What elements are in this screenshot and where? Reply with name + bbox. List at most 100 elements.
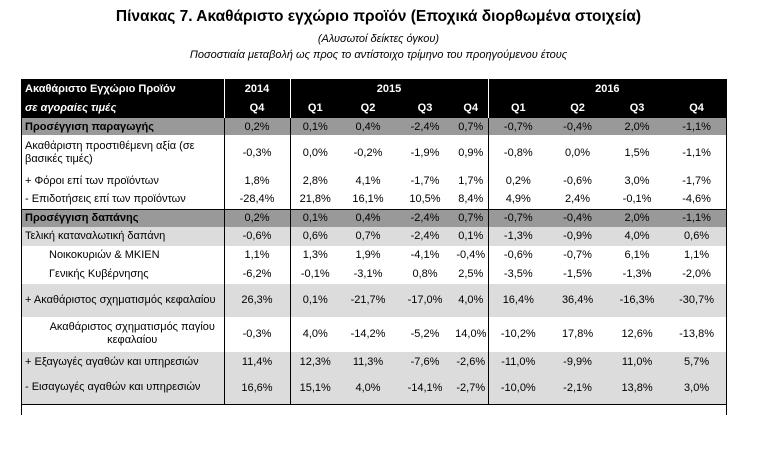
- cell-value: -9,9%: [548, 351, 608, 372]
- row-label: Γενικής Κυβέρνησης: [21, 264, 224, 284]
- table-subtitle-measure: Ποσοστιαία μεταβολή ως προς το αντίστοιχ…: [189, 49, 568, 61]
- table-row: - Εισαγωγές αγαθών και υπηρεσιών 16,6% 1…: [21, 371, 727, 405]
- cell-value: 11,4%: [223, 351, 290, 372]
- cell-value: -1,1%: [667, 117, 727, 135]
- cell-value: -14,2%: [340, 316, 396, 352]
- header-quarter: Q3: [396, 98, 454, 118]
- cell-value: -0,4%: [548, 117, 608, 135]
- cell-value: 0,6%: [289, 226, 340, 246]
- cell-value: -0,7%: [487, 117, 549, 135]
- cell-value: 0,2%: [487, 171, 549, 190]
- gdp-table: Ακαθάριστο Εγχώριο Προϊόν 2014 2015 2016…: [21, 79, 727, 405]
- cell-value: 0,1%: [454, 226, 489, 246]
- cell-value: -3,5%: [487, 264, 549, 284]
- row-label: Νοικοκυριών & ΜΚΙΕΝ: [21, 245, 224, 265]
- table-row: Γενικής Κυβέρνησης -6,2% -0,1% -3,1% 0,8…: [21, 264, 727, 284]
- cell-value: -0,1%: [607, 190, 668, 209]
- cell-value: -0,4%: [548, 208, 608, 227]
- cell-value: -3,1%: [340, 264, 396, 284]
- cell-value: -13,8%: [667, 316, 727, 352]
- table-row: Νοικοκυριών & ΜΚΙΕΝ 1,1% 1,3% 1,9% -4,1%…: [21, 245, 727, 265]
- cell-value: 4,1%: [340, 171, 396, 190]
- header-year-2015: 2015: [289, 79, 489, 98]
- cell-value: 13,8%: [607, 371, 668, 405]
- header-year-2014: 2014: [223, 79, 290, 98]
- cell-value: 0,1%: [289, 208, 340, 227]
- cell-value: 10,5%: [396, 190, 454, 209]
- cell-value: 17,8%: [548, 316, 608, 352]
- cell-value: -10,2%: [487, 316, 549, 352]
- header-quarter: Q2: [340, 98, 396, 118]
- header-label-gdp: Ακαθάριστο Εγχώριο Προϊόν: [21, 79, 224, 98]
- cell-value: -1,7%: [667, 171, 727, 190]
- cell-value: -1,1%: [667, 135, 727, 171]
- cell-value: -4,6%: [667, 190, 727, 209]
- cell-value: 16,1%: [340, 190, 396, 209]
- table-row: Ακαθάριστος σχηματισμός παγίου κεφαλαίου…: [21, 316, 727, 352]
- cell-value: -0,6%: [548, 171, 608, 190]
- cell-value: -0,7%: [487, 208, 549, 227]
- cell-value: -0,6%: [223, 226, 290, 246]
- row-label: Προσέγγιση παραγωγής: [21, 117, 224, 135]
- cell-value: -28,4%: [223, 190, 290, 209]
- table-title: Πίνακας 7. Ακαθάριστο εγχώριο προϊόν (Επ…: [115, 8, 642, 25]
- table-row: Τελική καταναλωτική δαπάνη -0,6% 0,6% 0,…: [21, 226, 727, 246]
- cell-value: -1,9%: [396, 135, 454, 171]
- cell-value: 3,0%: [667, 371, 727, 405]
- header-year-2016: 2016: [487, 79, 727, 98]
- cell-value: 0,7%: [340, 226, 396, 246]
- row-label: Τελική καταναλωτική δαπάνη: [21, 226, 224, 246]
- header-quarter: Q4: [667, 98, 727, 118]
- cell-value: -0,3%: [223, 316, 290, 352]
- table-row: + Φόροι επί των προϊόντων 1,8% 2,8% 4,1%…: [21, 171, 727, 190]
- cell-value: 11,0%: [607, 351, 668, 372]
- cell-value: -2,4%: [396, 208, 454, 227]
- cell-value: 2,0%: [607, 117, 668, 135]
- cell-value: -0,3%: [223, 135, 290, 171]
- row-label: Ακαθάριστος σχηματισμός παγίου κεφαλαίου: [21, 316, 224, 352]
- cell-value: 36,4%: [548, 283, 608, 317]
- row-label: - Επιδοτήσεις επί των προϊόντων: [21, 190, 224, 209]
- cell-value: -7,6%: [396, 351, 454, 372]
- cell-value: 4,0%: [289, 316, 340, 352]
- cell-value: 2,4%: [548, 190, 608, 209]
- row-label: Προσέγγιση δαπάνης: [21, 208, 224, 227]
- cell-value: 4,0%: [454, 283, 489, 317]
- cell-value: -2,4%: [396, 226, 454, 246]
- cell-value: -1,1%: [667, 208, 727, 227]
- cell-value: 0,4%: [340, 117, 396, 135]
- header-label-market-prices: σε αγοραίες τιμές: [21, 98, 224, 118]
- cell-value: 21,8%: [289, 190, 340, 209]
- header-quarter: Q3: [607, 98, 668, 118]
- cell-value: -14,1%: [396, 371, 454, 405]
- row-label: - Εισαγωγές αγαθών και υπηρεσιών: [21, 371, 224, 405]
- header-row-years: Ακαθάριστο Εγχώριο Προϊόν 2014 2015 2016: [21, 79, 727, 98]
- cell-value: -2,7%: [454, 371, 489, 405]
- cell-value: 1,7%: [454, 171, 489, 190]
- cell-value: -0,1%: [289, 264, 340, 284]
- table-row: + Ακαθάριστος σχηματισμός κεφαλαίου 26,3…: [21, 283, 727, 317]
- cell-value: 3,0%: [607, 171, 668, 190]
- row-label: + Εξαγωγές αγαθών και υπηρεσιών: [21, 351, 224, 372]
- cell-value: 0,0%: [548, 135, 608, 171]
- cell-value: 1,5%: [607, 135, 668, 171]
- cell-value: -0,9%: [548, 226, 608, 246]
- cell-value: 5,7%: [667, 351, 727, 372]
- table-row: Προσέγγιση δαπάνης 0,2% 0,1% 0,4% -2,4% …: [21, 208, 727, 227]
- cell-value: 1,1%: [667, 245, 727, 265]
- cell-value: 0,6%: [667, 226, 727, 246]
- table-row: Προσέγγιση παραγωγής 0,2% 0,1% 0,4% -2,4…: [21, 117, 727, 135]
- cell-value: 16,4%: [487, 283, 549, 317]
- cell-value: -1,7%: [396, 171, 454, 190]
- cell-value: 4,0%: [340, 371, 396, 405]
- cell-value: -21,7%: [340, 283, 396, 317]
- cell-value: 1,9%: [340, 245, 396, 265]
- cell-value: 1,3%: [289, 245, 340, 265]
- cell-value: 6,1%: [607, 245, 668, 265]
- cell-value: -0,7%: [548, 245, 608, 265]
- cell-value: 1,1%: [223, 245, 290, 265]
- cell-value: -16,3%: [607, 283, 668, 317]
- cell-value: -6,2%: [223, 264, 290, 284]
- cell-value: -10,0%: [487, 371, 549, 405]
- cell-value: -1,3%: [607, 264, 668, 284]
